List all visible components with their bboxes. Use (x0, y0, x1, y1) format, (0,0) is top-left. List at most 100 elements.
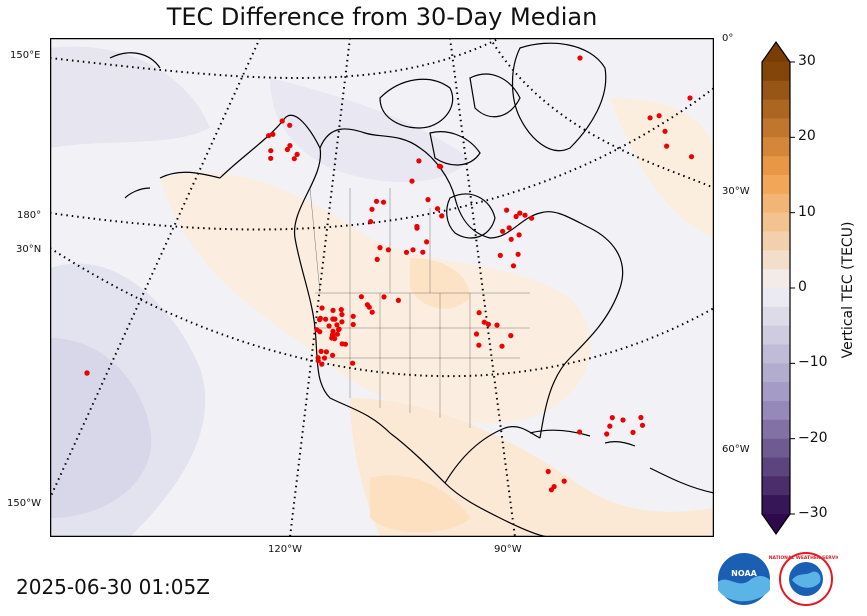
station-marker (374, 256, 380, 262)
colorbar-band (762, 363, 790, 383)
colorbar-band (762, 476, 790, 496)
label-180: 180° (17, 210, 42, 221)
station-marker (434, 206, 441, 212)
colorbar-tick-label: 20 (798, 128, 816, 145)
station-marker (577, 55, 583, 61)
station-marker (500, 228, 506, 234)
label-60w: 60°W (722, 444, 750, 455)
station-marker (481, 319, 487, 325)
station-marker (662, 128, 668, 134)
station-marker (630, 429, 636, 435)
station-marker (368, 219, 374, 225)
station-marker (268, 148, 274, 154)
label-30n: 30°N (16, 244, 42, 255)
station-marker (409, 178, 415, 184)
colorbar-band (762, 419, 790, 440)
station-marker (494, 322, 500, 328)
colorbar-tick-label: 0 (798, 279, 807, 295)
station-marker (620, 417, 626, 423)
svg-text:NOAA: NOAA (731, 569, 757, 578)
station-marker (318, 348, 324, 354)
station-marker (687, 95, 693, 101)
station-marker (504, 207, 510, 213)
station-marker (424, 239, 430, 245)
station-marker (647, 115, 653, 121)
station-marker (369, 309, 375, 315)
station-marker (508, 333, 514, 339)
station-marker (425, 197, 431, 203)
colorbar-label: Vertical TEC (TECU) (840, 221, 856, 359)
station-marker (331, 316, 337, 322)
station-marker (476, 342, 482, 348)
station-marker (319, 305, 325, 311)
station-marker (609, 415, 615, 421)
station-marker (270, 131, 276, 137)
station-marker (317, 315, 323, 321)
station-marker (321, 355, 328, 361)
coastlines (84, 42, 714, 537)
station-marker (513, 213, 519, 220)
station-marker (510, 263, 517, 269)
station-marker (607, 423, 613, 429)
label-150e: 150°E (10, 50, 41, 61)
station-marker (403, 249, 410, 255)
label-0: 0° (722, 33, 734, 44)
colorbar-band (762, 212, 790, 232)
station-marker (266, 133, 272, 139)
label-150w: 150°W (7, 498, 41, 509)
colorbar-band (762, 401, 790, 421)
colorbar-band (762, 382, 790, 402)
station-marker (639, 422, 646, 428)
colorbar-tick-label: 10 (798, 203, 816, 220)
station-marker (381, 294, 387, 300)
station-marker (291, 156, 297, 162)
station-marker (319, 361, 325, 367)
nws-logo: NATIONAL WEATHER SERVICE (769, 552, 838, 606)
timestamp: 2025-06-30 01:05Z (16, 575, 210, 599)
station-marker (561, 478, 567, 484)
station-marker (473, 331, 480, 337)
station-marker (330, 307, 336, 313)
station-marker (529, 215, 535, 221)
label-30w: 30°W (722, 186, 750, 197)
political-borders (309, 187, 530, 428)
colorbar-band (762, 99, 790, 119)
station-marker (497, 252, 503, 258)
station-marker (506, 225, 512, 231)
colorbar-band (762, 137, 790, 157)
station-marker (339, 319, 345, 325)
station-marker (380, 199, 387, 205)
station-marker (516, 232, 522, 238)
station-marker (688, 154, 695, 160)
colorbar-band (762, 175, 790, 195)
station-marker (416, 158, 422, 164)
station-marker (287, 122, 293, 128)
colorbar-tick-label: 30 (798, 53, 816, 69)
station-marker (508, 236, 514, 242)
station-marker (545, 468, 551, 475)
label-120w: 120°W (268, 544, 302, 555)
colorbar-band (762, 325, 790, 345)
colorbar-band (762, 118, 790, 138)
colorbar-tick-label: −30 (798, 505, 828, 521)
station-marker (515, 251, 521, 257)
station-marker (485, 321, 491, 327)
station-marker (476, 310, 482, 316)
station-marker (330, 352, 336, 358)
station-marker (499, 343, 505, 349)
colorbar-band (762, 288, 790, 308)
colorbar-band (762, 231, 790, 251)
chart-title: TEC Difference from 30-Day Median (166, 3, 598, 31)
station-marker (420, 249, 426, 255)
station-marker (268, 155, 274, 161)
station-markers (84, 55, 695, 493)
tec-anomaly-map (50, 38, 714, 537)
colorbar-extend-bottom (762, 514, 790, 534)
station-marker (84, 370, 90, 376)
station-marker (279, 118, 285, 124)
station-marker (373, 198, 380, 204)
station-marker (287, 143, 293, 149)
colorbar-tick-label: −10 (798, 354, 828, 371)
svg-text:NATIONAL WEATHER SERVICE: NATIONAL WEATHER SERVICE (769, 555, 838, 561)
colorbar-band (762, 495, 790, 515)
